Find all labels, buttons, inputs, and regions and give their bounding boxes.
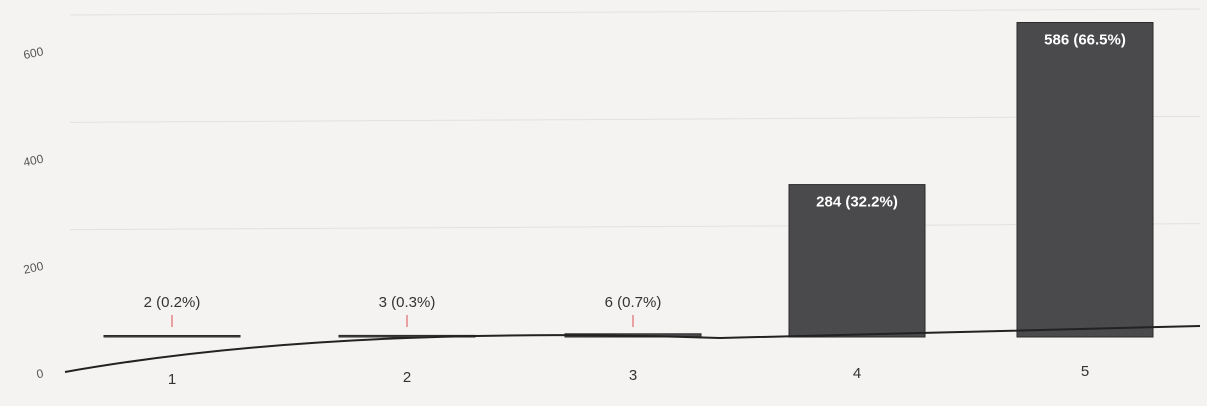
y-axis: 0 200 400 600 [22,44,45,381]
x-tick-label: 3 [629,367,637,384]
bars [103,22,1154,338]
data-label: 586 (66.5%) [1044,32,1126,49]
y-tick-label: 400 [22,152,45,170]
x-tick-label: 4 [853,365,861,382]
bar [1016,22,1154,338]
y-tick-label: 600 [22,44,45,62]
data-label: 2 (0.2%) [144,294,201,311]
grid-line [69,8,1201,16]
grid-line [69,223,1201,231]
x-axis-line [64,325,1201,373]
x-tick-label: 2 [403,369,411,386]
x-axis: 1 2 3 4 5 [64,325,1201,388]
grid-line [69,115,1201,123]
data-label: 3 (0.3%) [379,294,436,311]
x-tick-label: 5 [1081,363,1089,380]
data-label: 284 (32.2%) [816,194,898,211]
bar [788,184,926,338]
data-labels: 2 (0.2%) 3 (0.3%) 6 (0.7%) 284 (32.2%) 586 (… [144,32,1126,327]
bar [103,335,241,338]
y-tick-label: 0 [35,366,45,381]
data-label: 6 (0.7%) [605,294,662,311]
x-tick-label: 1 [168,371,176,388]
grid-layer [69,8,1201,231]
y-tick-label: 200 [22,259,45,277]
